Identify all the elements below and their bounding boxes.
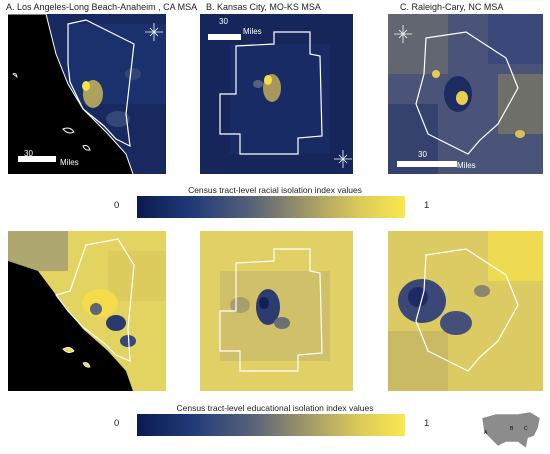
inset-label-c: C bbox=[524, 426, 528, 432]
scale-value-c: 30 bbox=[418, 150, 427, 159]
scale-bar bbox=[397, 161, 457, 167]
panel-title-a: A. Los Angeles-Long Beach-Anaheim , CA M… bbox=[6, 2, 198, 12]
compass-rose-icon bbox=[394, 25, 412, 43]
inset-label-a: A bbox=[484, 430, 488, 436]
map-la-educational bbox=[8, 231, 166, 391]
legend-bar-educational bbox=[137, 414, 405, 436]
map-kc-educational bbox=[200, 231, 353, 391]
inset-label-b: B bbox=[510, 426, 514, 432]
legend-title-racial: Census tract-level racial isolation inde… bbox=[188, 185, 362, 195]
legend-max-racial: 1 bbox=[424, 200, 430, 211]
scale-value-b: 30 bbox=[219, 17, 228, 26]
map-raleigh-racial bbox=[388, 14, 543, 174]
panel-title-b: B. Kansas City, MO-KS MSA bbox=[206, 2, 321, 12]
scale-unit-c: Miles bbox=[457, 161, 476, 170]
map-raleigh-educational bbox=[388, 231, 543, 391]
legend-min-racial: 0 bbox=[114, 200, 120, 211]
compass-rose-icon bbox=[334, 150, 352, 168]
scale-value-a: 30 bbox=[24, 149, 33, 158]
legend-max-educational: 1 bbox=[424, 418, 430, 429]
us-inset-map-icon: A B C bbox=[481, 411, 541, 449]
legend-min-educational: 0 bbox=[114, 418, 120, 429]
map-kc-racial bbox=[200, 14, 353, 174]
scale-unit-a: Miles bbox=[60, 158, 79, 167]
legend-title-educational: Census tract-level educational isolation… bbox=[176, 403, 374, 413]
scale-unit-b: Miles bbox=[243, 27, 262, 36]
compass-rose-icon bbox=[145, 23, 163, 41]
legend-bar-racial bbox=[137, 196, 405, 218]
panel-title-c: C. Raleigh-Cary, NC MSA bbox=[400, 2, 504, 12]
scale-bar bbox=[18, 156, 56, 162]
map-la-racial bbox=[8, 14, 166, 174]
scale-bar bbox=[208, 34, 241, 40]
